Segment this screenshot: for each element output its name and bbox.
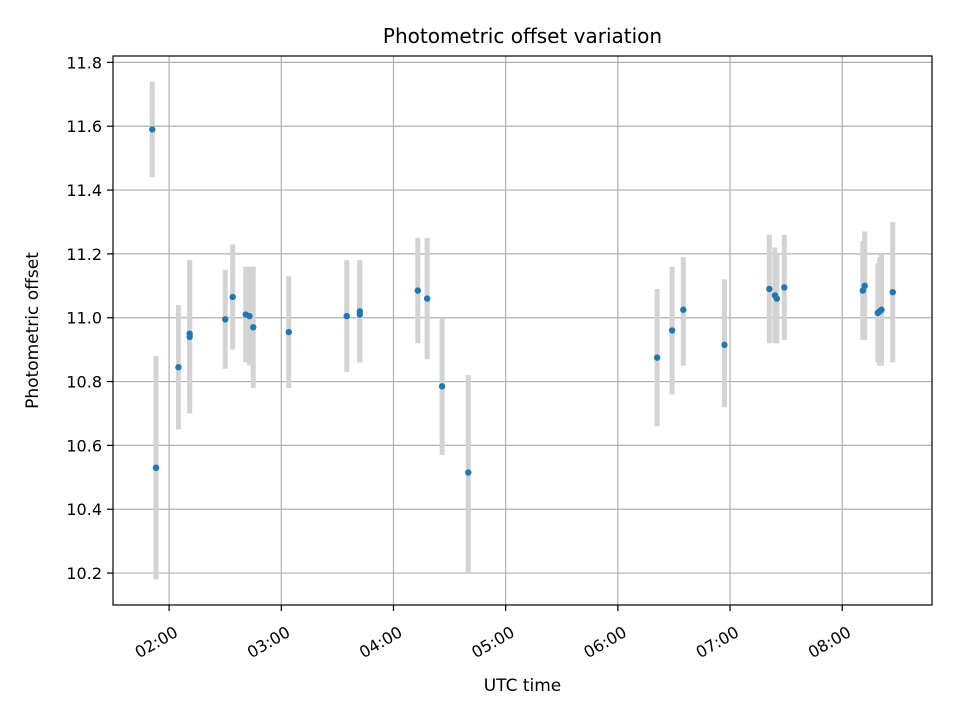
- data-point: [246, 312, 253, 320]
- y-tick-label: 10.8: [66, 373, 102, 392]
- data-point: [438, 383, 446, 390]
- y-axis-ticks: 10.2 10.4 10.6 10.8 11.0 11.2 11.4 11.6 11.8: [66, 53, 113, 583]
- data-points: [149, 126, 896, 476]
- plot-area-frame: [112, 55, 933, 606]
- data-point: [878, 306, 885, 313]
- data-point: [221, 316, 229, 323]
- y-tick-label: 11.0: [66, 309, 102, 328]
- data-point: [152, 464, 160, 471]
- data-point: [414, 287, 421, 294]
- y-axis-title: Photometric offset: [23, 252, 43, 409]
- data-point: [668, 327, 676, 334]
- data-point: [773, 295, 781, 302]
- y-tick-label: 11.2: [66, 245, 102, 264]
- data-point: [229, 293, 236, 301]
- y-tick-label: 10.2: [66, 564, 102, 583]
- data-point: [680, 306, 687, 313]
- data-point: [149, 126, 156, 133]
- data-point: [766, 285, 773, 293]
- data-point: [465, 469, 472, 476]
- data-point: [653, 354, 661, 361]
- data-point: [423, 295, 431, 302]
- y-tick-label: 11.8: [66, 53, 102, 72]
- data-point: [343, 312, 350, 320]
- data-point: [356, 308, 364, 315]
- data-point: [781, 284, 788, 291]
- data-point: [175, 364, 182, 371]
- data-point: [285, 328, 292, 336]
- data-point: [861, 282, 868, 290]
- y-tick-label: 11.4: [66, 181, 102, 200]
- data-point: [250, 324, 257, 331]
- y-tick-label: 10.4: [66, 500, 102, 519]
- data-point: [721, 341, 728, 349]
- data-point: [186, 330, 193, 337]
- x-axis-title: UTC time: [484, 676, 562, 696]
- y-tick-label: 10.6: [66, 436, 102, 455]
- chart-title: Photometric offset variation: [383, 24, 662, 48]
- y-tick-label: 11.6: [66, 117, 102, 136]
- data-point: [889, 288, 896, 296]
